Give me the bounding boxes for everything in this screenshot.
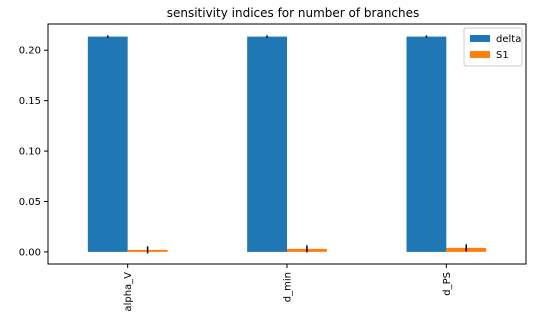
bar-delta-d_min <box>247 36 287 252</box>
bars-layer <box>87 36 487 252</box>
bar-delta-alpha_V <box>87 36 128 252</box>
y-tick-label: 0.10 <box>19 147 41 158</box>
errorbars-layer <box>107 35 467 254</box>
x-tick-label: alpha_V <box>123 272 134 312</box>
y-axis: 0.00 0.05 0.10 0.15 0.20 <box>19 46 48 258</box>
chart-title: sensitivity indices for number of branch… <box>167 6 420 20</box>
legend-label-S1: S1 <box>496 50 509 61</box>
x-axis: alpha_V d_min d_PS <box>123 264 453 312</box>
y-tick-label: 0.15 <box>19 96 41 107</box>
bar-delta-d_PS <box>406 36 447 252</box>
legend: delta S1 <box>463 27 523 67</box>
x-tick-label: d_min <box>283 272 294 302</box>
legend-swatch-delta <box>470 35 490 42</box>
legend-label-delta: delta <box>496 34 521 45</box>
y-tick-label: 0.05 <box>19 197 41 208</box>
y-tick-label: 0.20 <box>19 46 41 57</box>
legend-swatch-S1 <box>470 51 490 58</box>
x-tick-label: d_PS <box>442 272 453 296</box>
y-tick-label: 0.00 <box>19 247 41 258</box>
